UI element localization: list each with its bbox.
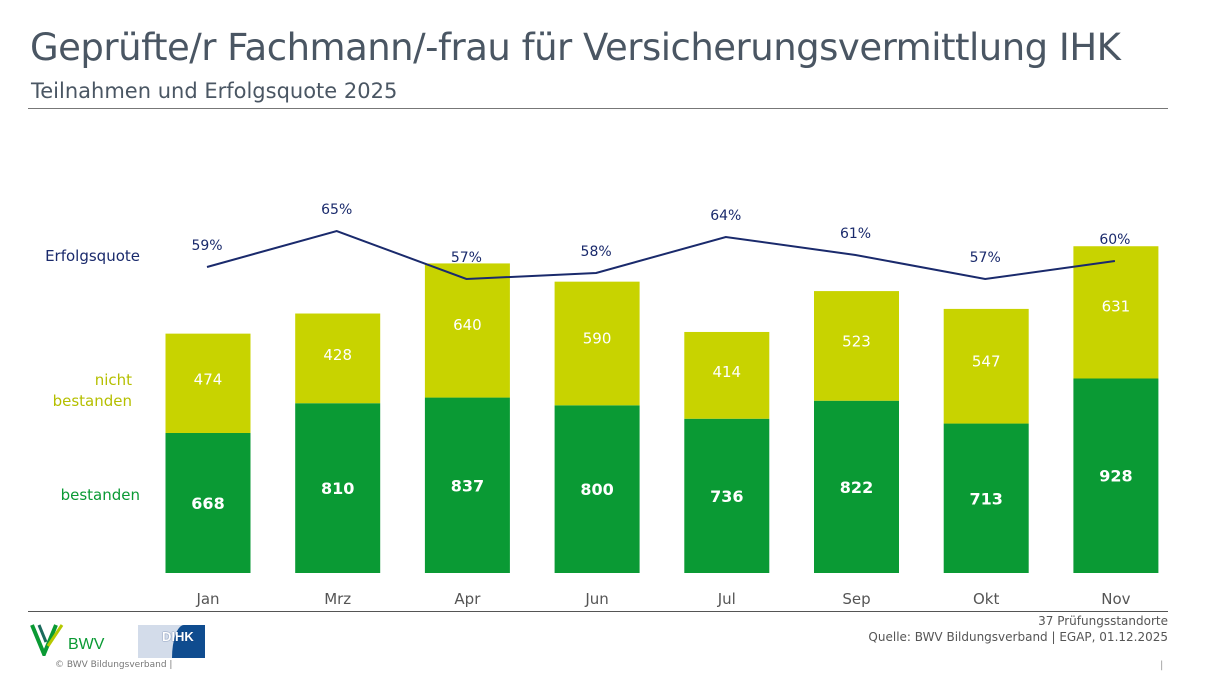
data-label-bestanden: 800: [580, 480, 613, 499]
bar-nicht-bestanden: [684, 331, 770, 419]
category-label: Sep: [842, 590, 870, 608]
bar-bestanden: [424, 397, 510, 573]
line-data-label: 58%: [581, 244, 612, 260]
category-label: Jul: [717, 590, 736, 608]
footer-note: 37 Prüfungsstandorte: [1038, 614, 1168, 628]
bar-nicht-bestanden: [814, 291, 899, 401]
data-label-nicht-bestanden: 640: [453, 316, 482, 334]
legend-bestanden: bestanden: [60, 486, 140, 504]
data-label-nicht-bestanden: 547: [972, 352, 1001, 370]
bar-nicht-bestanden: [943, 308, 1029, 424]
bar-bestanden: [943, 423, 1029, 573]
data-label-bestanden: 736: [710, 487, 743, 506]
axis-line: [28, 611, 1168, 612]
category-label: Nov: [1101, 590, 1130, 608]
data-label-bestanden: 810: [321, 479, 354, 498]
footer-source: Quelle: BWV Bildungsverband | EGAP, 01.1…: [868, 630, 1168, 644]
category-label: Jan: [195, 590, 219, 608]
bar-bestanden: [814, 400, 899, 573]
category-label: Okt: [973, 590, 999, 608]
footer-copyright: © BWV Bildungsverband |: [55, 660, 173, 670]
bar-nicht-bestanden: [424, 263, 510, 398]
footer-pipe: |: [1160, 660, 1164, 671]
data-label-bestanden: 837: [451, 476, 484, 495]
legend-nicht-bestanden-text: nicht bestanden: [52, 371, 132, 410]
category-label: Jun: [584, 590, 608, 608]
line-data-label: 57%: [451, 250, 482, 266]
data-label-bestanden: 822: [840, 478, 873, 497]
bar-nicht-bestanden: [165, 333, 251, 433]
line-data-label: 61%: [840, 226, 871, 242]
bar-bestanden: [554, 405, 640, 573]
data-label-bestanden: 713: [969, 489, 1002, 508]
data-label-nicht-bestanden: 474: [194, 370, 223, 388]
data-label-bestanden: 928: [1099, 467, 1132, 486]
line-data-label: 59%: [191, 238, 222, 254]
bar-bestanden: [1073, 378, 1159, 573]
bwv-logo-text: BWV: [68, 636, 105, 653]
data-label-nicht-bestanden: 631: [1102, 298, 1131, 316]
page-title: Geprüfte/r Fachmann/-frau für Versicheru…: [30, 26, 1121, 69]
line-data-label: 60%: [1099, 232, 1130, 248]
category-label: Apr: [454, 590, 481, 608]
bar-bestanden: [295, 403, 381, 573]
legend-erfolgsquote: Erfolgsquote: [45, 247, 140, 265]
bar-nicht-bestanden: [1073, 246, 1159, 379]
page-subtitle: Teilnahmen und Erfolgsquote 2025: [31, 79, 398, 103]
bar-nicht-bestanden: [554, 281, 640, 406]
line-data-label: 64%: [710, 208, 741, 224]
line-data-label: 57%: [970, 250, 1001, 266]
data-label-nicht-bestanden: 414: [712, 363, 741, 381]
data-label-nicht-bestanden: 428: [323, 346, 352, 364]
title-divider: [28, 108, 1168, 109]
data-label-nicht-bestanden: 590: [583, 329, 612, 347]
data-label-nicht-bestanden: 523: [842, 332, 871, 350]
line-data-label: 65%: [321, 202, 352, 218]
bar-nicht-bestanden: [295, 313, 381, 404]
dihk-logo: DIHK: [138, 625, 205, 658]
bar-bestanden: [684, 418, 770, 573]
data-label-bestanden: 668: [191, 494, 224, 513]
category-label: Mrz: [324, 590, 351, 608]
bar-bestanden: [165, 432, 251, 573]
erfolgsquote-line: [206, 229, 1116, 281]
legend-nicht-bestanden: nicht bestanden: [10, 370, 132, 412]
bwv-logo-mark: [30, 624, 64, 656]
